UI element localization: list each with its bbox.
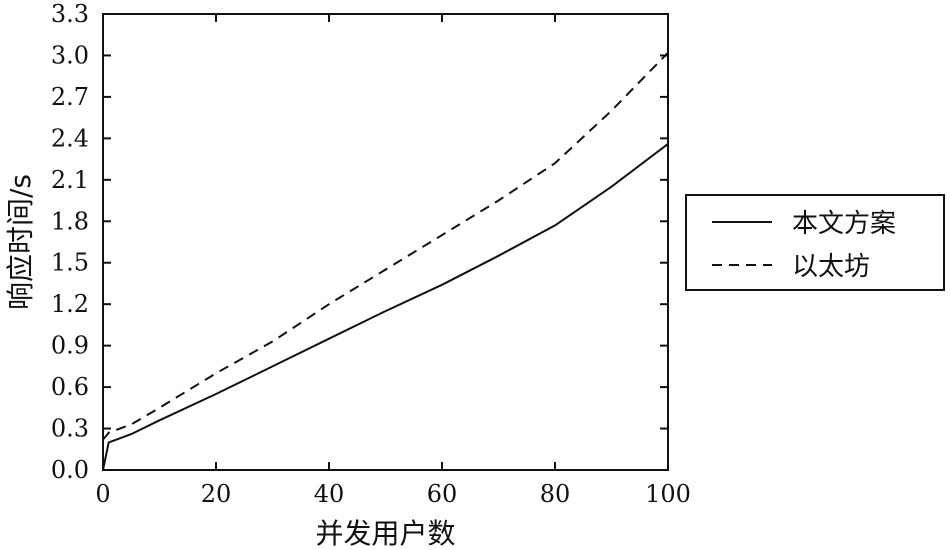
y-axis-title: 响应时间/s (4, 174, 37, 310)
y-tick-label: 0.0 (51, 456, 89, 484)
y-tick-label: 1.5 (51, 249, 89, 277)
x-axis-title: 并发用户数 (315, 517, 455, 550)
series-line-1 (102, 52, 669, 441)
x-axis-ticks: 0 20 40 60 80 100 (95, 14, 691, 508)
y-tick-label: 2.7 (51, 83, 89, 111)
series-line-0 (102, 143, 669, 471)
x-tick-label: 40 (314, 480, 345, 508)
y-tick-label: 0.3 (51, 415, 89, 443)
series-lines (102, 52, 669, 471)
plot-frame (102, 13, 669, 471)
x-tick-label: 20 (201, 480, 232, 508)
y-tick-label: 0.6 (51, 373, 89, 401)
x-tick-label: 100 (645, 480, 691, 508)
y-tick-label: 1.2 (51, 290, 89, 318)
x-tick-label: 0 (95, 480, 110, 508)
x-tick-label: 60 (427, 480, 458, 508)
y-tick-label: 1.8 (51, 207, 89, 235)
x-tick-label: 80 (540, 480, 571, 508)
legend-label-series-0: 本文方案 (792, 209, 896, 239)
y-tick-label: 2.4 (51, 124, 89, 152)
y-tick-label: 0.9 (51, 332, 89, 360)
legend: 本文方案 以太坊 (685, 194, 945, 291)
legend-label-series-1: 以太坊 (792, 252, 870, 282)
y-axis-ticks: 0.0 0.3 0.6 0.9 1.2 1.5 1.8 2.1 2.4 2.7 3.0 3.3 (51, 0, 668, 484)
y-tick-label: 3.0 (51, 41, 89, 69)
y-tick-label: 3.3 (51, 0, 89, 28)
legend-box (685, 194, 945, 291)
y-tick-label: 2.1 (51, 166, 89, 194)
